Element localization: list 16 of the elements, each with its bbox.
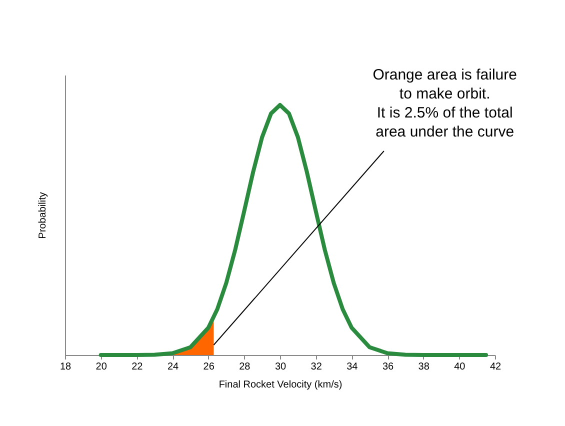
x-tick-label: 42 [490, 362, 502, 372]
x-tick-label: 18 [60, 362, 72, 372]
x-tick-label: 30 [274, 362, 286, 372]
annotation: Orange area is failure to make orbit. It is 2.5% of the total area under the curve [372, 66, 517, 140]
x-tick-label: 34 [346, 362, 358, 372]
x-tick-label: 26 [203, 362, 215, 372]
x-tick-label: 20 [96, 362, 108, 372]
x-tick-label: 38 [418, 362, 430, 372]
x-tick-label: 22 [132, 362, 144, 372]
x-axis-title: Final Rocket Velocity (km/s) [218, 380, 342, 390]
x-tick-label: 32 [310, 362, 322, 372]
x-tick-label: 40 [454, 362, 466, 372]
y-axis-title: Probability [38, 192, 48, 239]
x-tick-label: 24 [167, 362, 179, 372]
x-tick-label: 36 [382, 362, 394, 372]
x-tick-label: 28 [239, 362, 251, 372]
